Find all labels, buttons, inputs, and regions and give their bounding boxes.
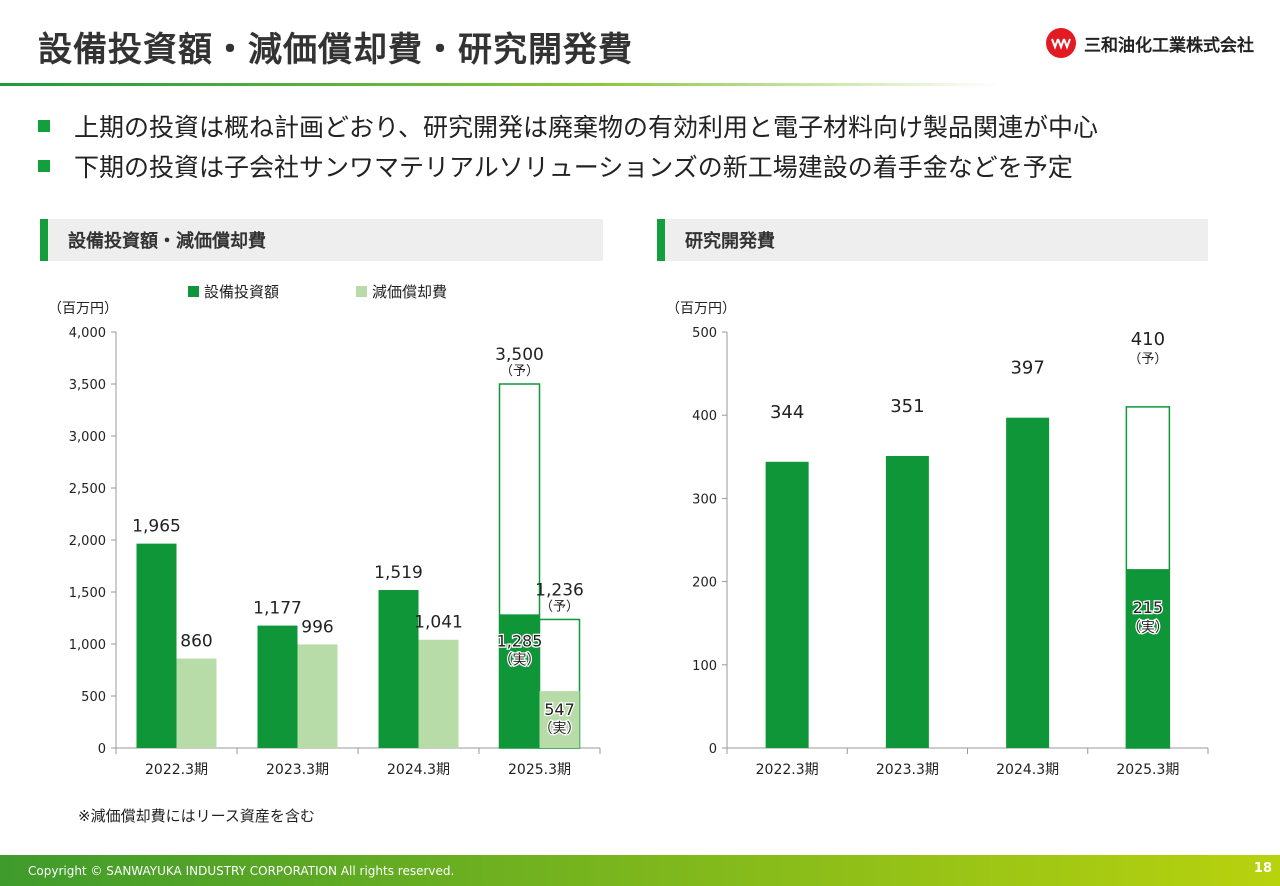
bullet-text: 下期の投資は子会社サンワマテリアルソリューションズの新工場建設の着手金などを予定 [74,153,1073,182]
capex-bar [136,543,177,748]
depreciation-forecast-tag: （予） [540,599,579,614]
bullet-item: 下期の投資は子会社サンワマテリアルソリューションズの新工場建設の着手金などを予定 [38,146,1098,186]
rnd-bar [885,455,929,748]
legend-depreciation-swatch [356,286,367,297]
y-tick-label: 400 [692,409,717,424]
y-tick-label: 2,500 [69,482,106,497]
capex-unit-label: （百万円） [48,301,118,317]
depreciation-bar-label: 860 [180,632,212,652]
rnd-bar-label: 215 [1133,598,1164,617]
x-tick-label: 2025.3期 [508,762,571,778]
page-title: 設備投資額・減価償却費・研究開発費 [38,30,633,70]
rnd-actual-tag: （実） [1127,620,1169,636]
rnd-forecast-label: 410 [1131,329,1165,350]
y-tick-label: 500 [692,326,717,341]
depreciation-bar-label: 547 [544,700,575,719]
y-tick-label: 4,000 [69,326,106,341]
capex-forecast-label: 3,500 [495,345,544,365]
company-name: 三和油化工業株式会社 [1084,35,1254,56]
legend-depreciation: 減価償却費 [356,281,447,302]
rnd-section-header: 研究開発費 [657,219,1208,261]
x-tick-label: 2024.3期 [387,762,450,778]
depreciation-bar-label: 996 [301,617,333,637]
capex-actual-tag: （実） [499,652,541,668]
bullet-list: 上期の投資は概ね計画どおり、研究開発は廃棄物の有効利用と電子材料向け製品関連が中… [38,106,1098,186]
bullet-item: 上期の投資は概ね計画どおり、研究開発は廃棄物の有効利用と電子材料向け製品関連が中… [38,106,1098,146]
y-tick-label: 1,500 [69,586,106,601]
legend-capex-swatch [188,286,199,297]
rnd-bar [1006,417,1050,748]
capex-bar-label: 1,285 [497,631,543,650]
rnd-bar-label: 351 [890,396,924,417]
capex-bar [499,614,540,748]
x-tick-label: 2023.3期 [876,762,939,778]
capex-bar [378,590,419,748]
depreciation-bar [539,691,580,748]
y-tick-label: 3,000 [69,430,106,445]
copyright-text: Copyright © SANWAYUKA INDUSTRY CORPORATI… [28,863,455,878]
legend-capex-label: 設備投資額 [204,283,280,301]
y-tick-label: 300 [692,492,717,507]
bullet-square-icon [38,160,50,172]
y-tick-label: 500 [81,690,106,705]
capex-bar-label: 1,177 [253,599,302,619]
depreciation-bar [176,658,217,748]
bullet-text: 上期の投資は概ね計画どおり、研究開発は廃棄物の有効利用と電子材料向け製品関連が中… [74,113,1099,142]
footnote: ※減価償却費にはリース資産を含む [78,807,315,825]
capex-forecast-tag: （予） [500,364,539,379]
y-tick-label: 100 [692,659,717,674]
capex-section-header: 設備投資額・減価償却費 [40,219,603,261]
section-accent-bar [40,219,48,261]
bullet-square-icon [38,120,50,132]
legend-capex: 設備投資額 [188,281,279,302]
depreciation-actual-tag: （実） [539,721,581,737]
x-tick-label: 2023.3期 [266,762,329,778]
y-tick-label: 2,000 [69,534,106,549]
rnd-bar-label: 344 [770,402,804,423]
rnd-forecast-tag: （予） [1128,352,1167,367]
x-tick-label: 2024.3期 [996,762,1059,778]
footer-bar: Copyright © SANWAYUKA INDUSTRY CORPORATI… [0,855,1280,886]
depreciation-forecast-label: 1,236 [535,580,584,600]
capex-bar-label: 1,965 [132,517,181,537]
x-tick-label: 2025.3期 [1116,762,1179,778]
rnd-section-title: 研究開発費 [685,231,775,252]
legend-depreciation-label: 減価償却費 [372,283,448,301]
company-logo-icon [1046,28,1076,58]
y-tick-label: 200 [692,576,717,591]
rnd-bar [765,461,809,748]
y-tick-label: 1,000 [69,638,106,653]
x-tick-label: 2022.3期 [145,762,208,778]
depreciation-bar [297,644,338,748]
rnd-unit-label: （百万円） [666,301,736,317]
capex-bar [257,625,298,748]
title-underline [0,83,1000,86]
capex-section-title: 設備投資額・減価償却費 [68,231,266,252]
rnd-bar-label: 397 [1010,358,1044,379]
page-number: 18 [1253,861,1272,876]
rnd-bar [1126,569,1170,748]
depreciation-bar [418,639,459,748]
section-accent-bar [657,219,665,261]
y-tick-label: 3,500 [69,378,106,393]
x-tick-label: 2022.3期 [756,762,819,778]
company-logo: 三和油化工業株式会社 [1046,28,1254,58]
depreciation-bar-label: 1,041 [414,613,463,633]
y-tick-label: 0 [98,742,106,757]
capex-bar-label: 1,519 [374,563,423,583]
y-tick-label: 0 [709,742,717,757]
